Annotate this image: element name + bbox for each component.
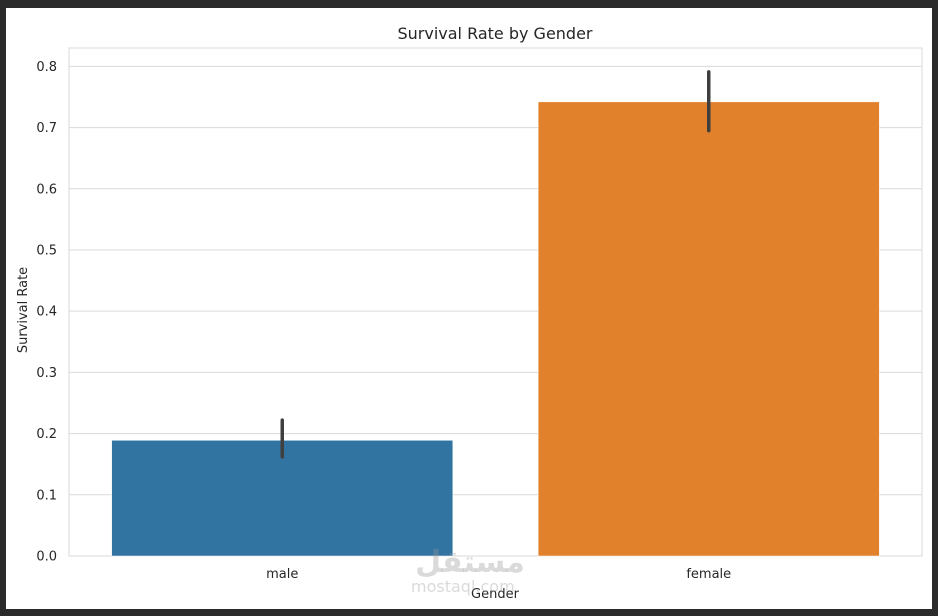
x-axis-label: Gender — [471, 587, 520, 602]
plot-area: 0.0 0.1 0.2 0.3 0.4 0.5 0.6 0.7 0.8 male female — [36, 47, 923, 582]
y-tick-label: 0.0 — [36, 550, 57, 565]
y-tick-label: 0.3 — [36, 366, 57, 381]
y-tick-label: 0.2 — [36, 427, 57, 442]
chart-title: Survival Rate by Gender — [397, 24, 592, 43]
bar-male — [111, 440, 454, 557]
y-tick-label: 0.7 — [36, 121, 57, 136]
plot-border — [68, 47, 923, 557]
y-tick-label: 0.4 — [36, 305, 57, 320]
y-tick-label: 0.8 — [36, 60, 57, 75]
x-tick-label: female — [686, 567, 731, 582]
x-tick-label: male — [266, 567, 298, 582]
y-tick-label: 0.5 — [36, 243, 57, 258]
figure-frame: Survival Rate by Gender 0.0 0.1 0.2 0.3 0.4 0… — [6, 8, 932, 609]
y-tick-label: 0.1 — [36, 488, 57, 503]
bar-chart: Survival Rate by Gender 0.00.10.20.30.40… — [16, 24, 923, 602]
y-axis-label: Survival Rate — [16, 267, 31, 353]
y-tick-label: 0.6 — [36, 182, 57, 197]
bar-female — [537, 101, 880, 557]
